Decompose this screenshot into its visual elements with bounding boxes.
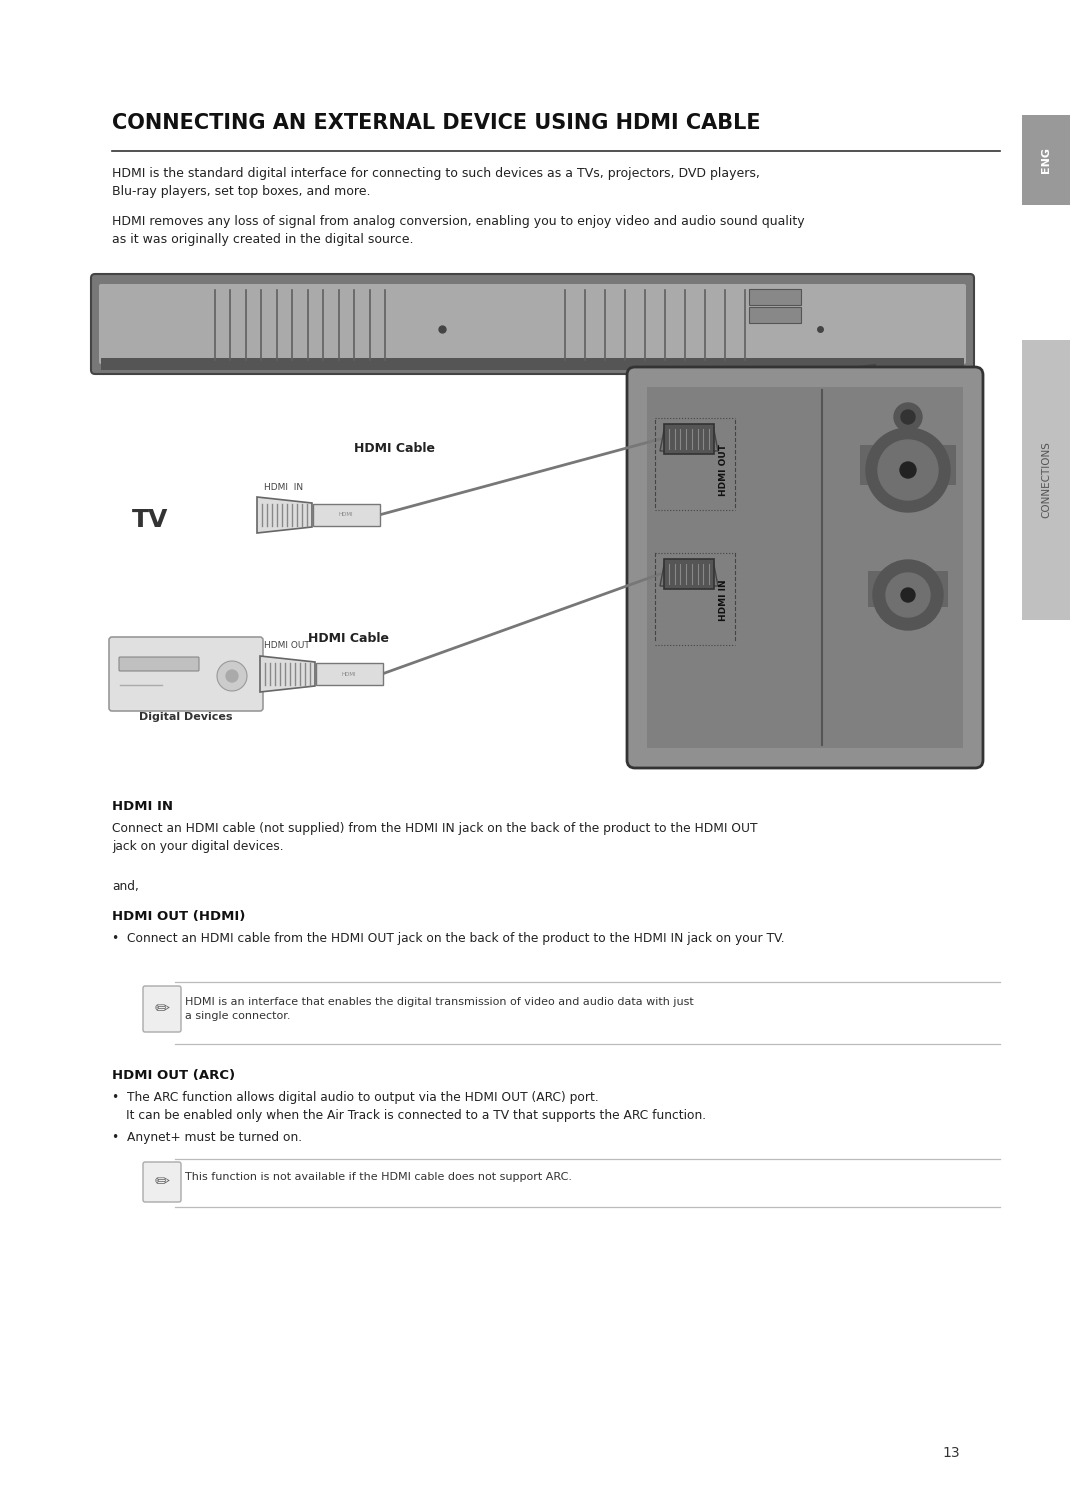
Circle shape: [217, 661, 247, 691]
FancyBboxPatch shape: [1022, 114, 1070, 205]
Circle shape: [894, 402, 922, 431]
Text: HDMI Cable: HDMI Cable: [354, 443, 435, 454]
FancyBboxPatch shape: [316, 662, 383, 685]
Text: HDMI OUT (ARC): HDMI OUT (ARC): [112, 1069, 235, 1083]
FancyBboxPatch shape: [750, 307, 801, 324]
Text: HDMI OUT: HDMI OUT: [265, 642, 310, 650]
Circle shape: [886, 573, 930, 616]
Text: HDMI Cable: HDMI Cable: [309, 633, 390, 644]
Text: HDMI: HDMI: [339, 512, 353, 517]
FancyBboxPatch shape: [102, 358, 964, 370]
Circle shape: [900, 462, 916, 478]
FancyBboxPatch shape: [143, 1161, 181, 1201]
Polygon shape: [260, 656, 315, 692]
FancyBboxPatch shape: [1022, 340, 1070, 621]
FancyBboxPatch shape: [664, 425, 714, 454]
Text: and,: and,: [112, 881, 139, 892]
FancyBboxPatch shape: [109, 637, 264, 711]
Circle shape: [226, 670, 238, 682]
Text: HDMI is an interface that enables the digital transmission of video and audio da: HDMI is an interface that enables the di…: [185, 996, 693, 1022]
FancyBboxPatch shape: [868, 590, 948, 607]
Text: HDMI OUT (HDMI): HDMI OUT (HDMI): [112, 910, 245, 924]
Text: It can be enabled only when the Air Track is connected to a TV that supports the: It can be enabled only when the Air Trac…: [126, 1109, 706, 1123]
Circle shape: [873, 560, 943, 630]
Text: HDMI IN: HDMI IN: [112, 800, 173, 812]
FancyBboxPatch shape: [750, 290, 801, 304]
Circle shape: [901, 410, 915, 425]
Text: HDMI OUT: HDMI OUT: [718, 444, 728, 496]
Text: HDMI removes any loss of signal from analog conversion, enabling you to enjoy vi: HDMI removes any loss of signal from ana…: [112, 215, 805, 247]
Text: ✏: ✏: [154, 999, 170, 1019]
Text: Digital Devices: Digital Devices: [139, 711, 233, 722]
Text: HDMI  IN: HDMI IN: [265, 483, 303, 492]
Polygon shape: [660, 560, 718, 587]
Text: HDMI is the standard digital interface for connecting to such devices as a TVs, : HDMI is the standard digital interface f…: [112, 166, 760, 199]
FancyBboxPatch shape: [119, 656, 199, 671]
Text: Connect an HDMI cable (not supplied) from the HDMI IN jack on the back of the pr: Connect an HDMI cable (not supplied) fro…: [112, 823, 757, 852]
Polygon shape: [660, 425, 718, 451]
FancyBboxPatch shape: [647, 388, 963, 748]
Text: •  Anynet+ must be turned on.: • Anynet+ must be turned on.: [112, 1132, 302, 1143]
Text: CONNECTING AN EXTERNAL DEVICE USING HDMI CABLE: CONNECTING AN EXTERNAL DEVICE USING HDMI…: [112, 113, 760, 134]
FancyBboxPatch shape: [860, 446, 956, 465]
Text: ENG: ENG: [1041, 147, 1051, 172]
Text: TV: TV: [132, 508, 168, 532]
Text: •  Connect an HDMI cable from the HDMI OUT jack on the back of the product to th: • Connect an HDMI cable from the HDMI OU…: [112, 933, 785, 944]
FancyBboxPatch shape: [313, 503, 380, 526]
FancyBboxPatch shape: [143, 986, 181, 1032]
Text: 13: 13: [943, 1446, 960, 1460]
Circle shape: [878, 440, 939, 500]
Text: HDMI IN: HDMI IN: [718, 579, 728, 621]
FancyBboxPatch shape: [868, 572, 948, 590]
Circle shape: [901, 588, 915, 601]
FancyBboxPatch shape: [627, 367, 983, 768]
Text: ✏: ✏: [154, 1173, 170, 1191]
Text: This function is not available if the HDMI cable does not support ARC.: This function is not available if the HD…: [185, 1172, 572, 1182]
FancyBboxPatch shape: [99, 284, 966, 364]
FancyBboxPatch shape: [91, 275, 974, 374]
Text: •  The ARC function allows digital audio to output via the HDMI OUT (ARC) port.: • The ARC function allows digital audio …: [112, 1091, 598, 1103]
FancyBboxPatch shape: [664, 558, 714, 590]
FancyBboxPatch shape: [860, 465, 956, 486]
Polygon shape: [257, 497, 312, 533]
Text: HDMI: HDMI: [341, 671, 356, 677]
Circle shape: [866, 428, 950, 512]
Text: CONNECTIONS: CONNECTIONS: [1041, 441, 1051, 518]
